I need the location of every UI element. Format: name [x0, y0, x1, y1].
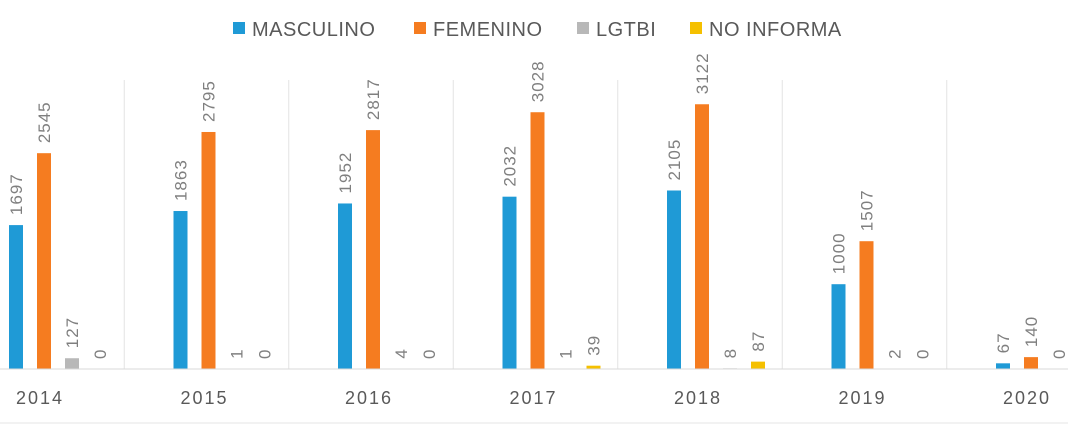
bar-no-informa-2018: [751, 361, 765, 369]
bar-masculino-2015: [173, 211, 188, 369]
bar-femenino-2015: [201, 131, 216, 369]
data-label-masculino-2015: 1863: [172, 159, 191, 201]
data-label-no-informa-2016: 0: [420, 349, 439, 359]
x-tick-2020: 2020: [1003, 388, 1051, 408]
data-label-masculino-2018: 2105: [665, 139, 684, 181]
legend-swatch-no-informa: [690, 22, 702, 34]
legend-swatch-femenino: [414, 22, 426, 34]
data-label-masculino-2020: 67: [994, 332, 1013, 353]
legend-label-masculino: MASCULINO: [252, 19, 375, 41]
x-tick-2014: 2014: [16, 388, 64, 408]
bar-femenino-2019: [859, 241, 874, 369]
data-label-no-informa-2017: 39: [585, 335, 604, 356]
data-label-femenino-2017: 3028: [529, 60, 548, 102]
data-label-no-informa-2019: 0: [914, 349, 933, 359]
x-tick-2018: 2018: [674, 388, 722, 408]
bars: [9, 104, 1038, 370]
legend-label-femenino: FEMENINO: [433, 19, 543, 41]
bar-femenino-2020: [1024, 357, 1038, 369]
legend-swatch-masculino: [233, 22, 245, 34]
bar-masculino-2016: [338, 203, 352, 369]
data-label-femenino-2020: 140: [1022, 316, 1041, 347]
data-label-masculino-2014: 1697: [7, 173, 26, 215]
bar-femenino-2018: [695, 104, 709, 370]
data-label-femenino-2018: 3122: [693, 52, 712, 94]
legend-label-no-informa: NO INFORMA: [709, 19, 842, 41]
data-label-no-informa-2015: 0: [256, 349, 275, 359]
data-label-femenino-2014: 2545: [35, 101, 54, 143]
x-tick-2019: 2019: [838, 388, 886, 408]
data-label-lgtbi-2018: 8: [721, 348, 740, 358]
data-label-lgtbi-2020: 0: [1050, 349, 1068, 359]
bar-masculino-2018: [667, 190, 681, 369]
category-separators: [123, 80, 948, 369]
bar-femenino-2017: [530, 112, 545, 370]
x-axis-ticks: 2014 2015 2016 2017 2018 2019 2020: [16, 388, 1051, 408]
bar-lgtbi-2014: [65, 358, 79, 369]
bar-masculino-2020: [996, 363, 1010, 369]
data-label-no-informa-2018: 87: [749, 331, 768, 352]
data-label-lgtbi-2017: 1: [557, 348, 576, 358]
data-label-masculino-2017: 2032: [501, 145, 520, 187]
data-label-femenino-2016: 2817: [364, 78, 383, 120]
data-label-lgtbi-2019: 2: [886, 348, 905, 358]
data-label-masculino-2016: 1952: [336, 152, 355, 194]
x-tick-2017: 2017: [509, 388, 557, 408]
bar-masculino-2019: [831, 284, 846, 369]
data-label-lgtbi-2015: 1: [228, 348, 247, 358]
data-label-lgtbi-2014: 127: [63, 317, 82, 348]
data-label-masculino-2019: 1000: [830, 232, 849, 274]
bar-femenino-2014: [37, 153, 51, 369]
data-label-no-informa-2014: 0: [91, 349, 110, 359]
bar-femenino-2016: [366, 130, 380, 369]
bar-masculino-2014: [9, 225, 23, 369]
legend-swatch-lgtbi: [577, 22, 589, 34]
data-label-femenino-2015: 2795: [200, 80, 219, 122]
x-tick-2016: 2016: [345, 388, 393, 408]
data-label-lgtbi-2016: 4: [392, 348, 411, 358]
bar-masculino-2017: [502, 196, 517, 369]
bar-no-informa-2017: [586, 365, 601, 369]
x-tick-2015: 2015: [180, 388, 228, 408]
legend-label-lgtbi: LGTBI: [596, 19, 656, 41]
legend: MASCULINO FEMENINO LGTBI NO INFORMA: [233, 19, 842, 41]
data-label-femenino-2019: 1507: [858, 189, 877, 231]
